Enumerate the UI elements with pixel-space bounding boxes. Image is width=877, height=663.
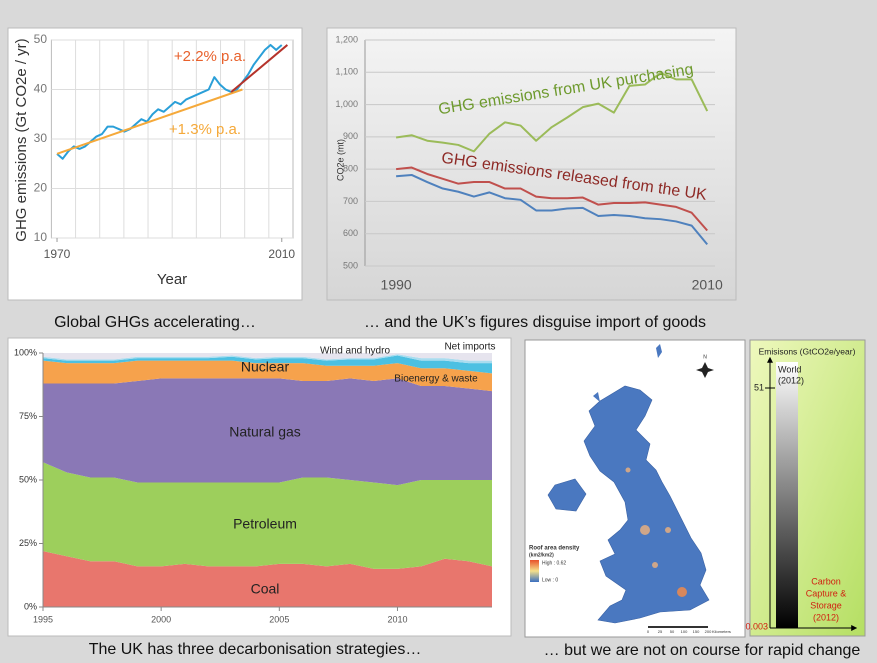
annotation: +1.3% p.a. <box>169 121 241 138</box>
y-tick-label: 700 <box>343 196 358 206</box>
north-label: N <box>703 354 707 360</box>
area <box>43 360 492 392</box>
line <box>396 166 708 232</box>
gauge-bar <box>776 362 798 628</box>
scale-tick: 0 <box>647 629 650 634</box>
y-axis-label: CO2e (mt) <box>335 139 345 181</box>
caption: The UK has three decarbonisation strateg… <box>89 641 422 658</box>
line <box>396 173 708 246</box>
scale-tick: 25 <box>658 629 663 634</box>
scale-tick: 50 <box>670 629 675 634</box>
scale-label: Kilometers <box>712 629 731 634</box>
gauge-top-label: (2012) <box>778 375 804 385</box>
layer-label: Coal <box>251 581 280 597</box>
x-axis-label: Year <box>157 271 187 288</box>
caption: Global GHGs accelerating… <box>54 314 256 331</box>
x-tick-label: 1995 <box>33 614 53 624</box>
urban-area <box>665 527 671 533</box>
great-britain <box>583 385 710 624</box>
line <box>395 71 709 153</box>
x-tick-label: 1970 <box>44 247 71 261</box>
x-tick-label: 2000 <box>151 614 171 624</box>
y-tick-label: 900 <box>343 131 358 141</box>
area <box>43 354 492 364</box>
northern-ireland <box>547 478 587 512</box>
y-tick-label: 50 <box>34 32 48 46</box>
panel-gauge <box>749 339 866 637</box>
urban-area <box>625 467 631 473</box>
x-tick-label: 2010 <box>387 614 407 624</box>
y-axis-label: GHG emissions (Gt CO2e / yr) <box>13 38 30 241</box>
urban-area <box>640 525 650 535</box>
gauge-bottom-label: Storage <box>810 600 842 610</box>
north-arrow <box>696 362 714 378</box>
caption: … but we are not on course for rapid cha… <box>544 642 861 659</box>
line <box>56 88 243 155</box>
caption: … and the UK’s figures disguise import o… <box>364 314 706 331</box>
scale-tick: 150 <box>693 629 700 634</box>
scale-bar <box>648 626 708 628</box>
legend-ramp <box>530 560 539 582</box>
map <box>530 344 714 628</box>
x-tick-label: 2005 <box>269 614 289 624</box>
area <box>43 353 492 361</box>
x-tick-label: 1990 <box>381 277 412 293</box>
urban-area <box>652 562 658 568</box>
legend-low: Low : 0 <box>542 577 558 583</box>
y-tick-label: 800 <box>343 164 358 174</box>
y-tick-label: 20 <box>34 181 48 195</box>
y-tick-label: 100% <box>14 347 37 357</box>
layer-label: Net imports <box>444 342 495 353</box>
layer-label: Petroleum <box>233 516 297 532</box>
line <box>56 43 283 160</box>
layer-label: Nuclear <box>241 359 290 375</box>
y-tick-label: 600 <box>343 228 358 238</box>
y-tick-label: 50% <box>19 474 37 484</box>
gauge-bottom-label: Capture & <box>806 588 847 598</box>
area <box>43 462 492 569</box>
area <box>43 355 492 374</box>
gauge-bottom-value: 0.003 <box>745 621 768 631</box>
gauge-bottom-label: (2012) <box>813 612 839 622</box>
line <box>230 44 289 93</box>
scale-tick: 100 <box>681 629 688 634</box>
annotation: +2.2% p.a. <box>174 48 246 65</box>
y-tick-label: 40 <box>34 82 48 96</box>
legend-high: High : 0.62 <box>542 560 566 566</box>
area <box>43 551 492 607</box>
gauge-top-label: World <box>778 364 801 374</box>
urban-area <box>677 587 687 597</box>
layer-label: Wind and hydro <box>320 346 390 357</box>
y-tick-label: 500 <box>343 260 358 270</box>
x-tick-label: 2010 <box>692 277 723 293</box>
legend-units: (km2/km2) <box>529 552 554 558</box>
gauge-title: Emisisons (GtCO2e/year) <box>759 346 856 356</box>
x-tick-label: 2010 <box>268 247 295 261</box>
y-tick-label: 1,000 <box>335 99 358 109</box>
layer-label: Natural gas <box>229 424 301 440</box>
legend-title: Roof area density <box>529 546 580 552</box>
panel-uk <box>326 27 737 301</box>
y-tick-label: 75% <box>19 411 37 421</box>
gauge-bottom-label: Carbon <box>811 576 841 586</box>
y-tick-label: 30 <box>34 131 48 145</box>
y-tick-label: 1,100 <box>335 67 358 77</box>
y-tick-label: 1,200 <box>335 34 358 44</box>
area <box>43 378 492 486</box>
gauge <box>765 356 858 631</box>
gauge-top-value: 51 <box>754 382 764 392</box>
y-tick-label: 25% <box>19 538 37 548</box>
layer-label: Bioenergy & waste <box>394 374 478 385</box>
y-tick-label: 0% <box>24 601 37 611</box>
scale-tick: 200 <box>705 629 712 634</box>
y-tick-label: 10 <box>34 230 48 244</box>
